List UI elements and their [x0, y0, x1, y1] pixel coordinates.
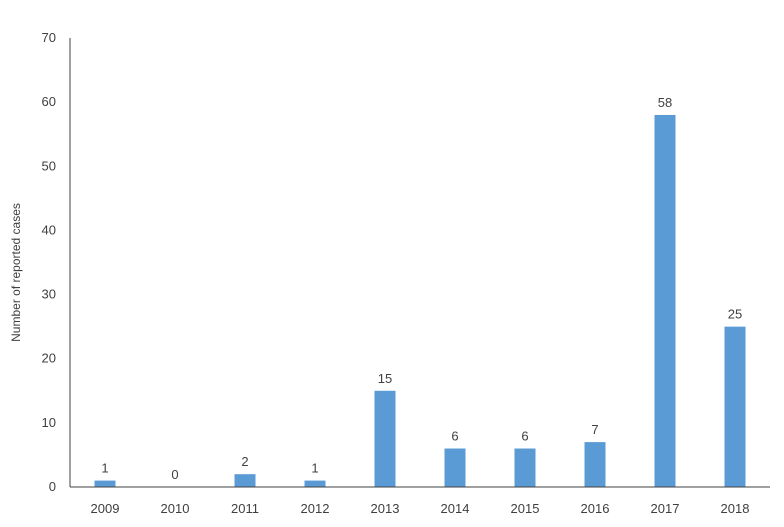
data-label-2017: 58: [658, 95, 672, 110]
bar-2015: [514, 448, 536, 487]
bar-2014: [444, 448, 466, 487]
data-label-2011: 2: [241, 454, 248, 469]
data-label-2018: 25: [728, 307, 742, 322]
x-tick-label-2018: 2018: [721, 501, 750, 516]
data-label-2013: 15: [378, 371, 392, 386]
data-label-2012: 1: [311, 461, 318, 476]
x-tick-label-2016: 2016: [581, 501, 610, 516]
bar-2017: [654, 114, 676, 487]
bar-2012: [304, 480, 326, 487]
x-tick-label-2013: 2013: [371, 501, 400, 516]
x-tick-label-2010: 2010: [161, 501, 190, 516]
y-tick-label: 20: [42, 351, 56, 366]
y-axis-title: Number of reported cases: [9, 203, 23, 342]
data-label-2009: 1: [101, 461, 108, 476]
bars-group: [94, 114, 746, 487]
y-tick-label: 0: [49, 479, 56, 494]
y-tick-label: 10: [42, 415, 56, 430]
x-tick-label-2015: 2015: [511, 501, 540, 516]
data-labels-group: 1 0 2 1 15 6 6 7 58 25: [101, 95, 742, 482]
y-tick-label: 70: [42, 30, 56, 45]
bar-2009: [94, 480, 116, 487]
x-axis-ticks: 2009 2010 2011 2012 2013 2014 2015 2016 2017 2018: [91, 501, 750, 516]
data-label-2016: 7: [591, 422, 598, 437]
y-tick-label: 30: [42, 287, 56, 302]
bar-2016: [584, 442, 606, 487]
data-label-2014: 6: [451, 429, 458, 444]
data-label-2010: 0: [171, 467, 178, 482]
x-tick-label-2011: 2011: [231, 501, 259, 516]
x-tick-label-2012: 2012: [301, 501, 330, 516]
bar-2013: [374, 390, 396, 487]
y-tick-label: 60: [42, 94, 56, 109]
y-axis-ticks: 0 10 20 30 40 50 60 70: [42, 30, 56, 494]
y-tick-label: 40: [42, 222, 56, 237]
x-tick-label-2009: 2009: [91, 501, 120, 516]
bar-2011: [234, 474, 256, 487]
x-tick-label-2017: 2017: [651, 501, 680, 516]
bar-2018: [724, 326, 746, 487]
data-label-2015: 6: [521, 429, 528, 444]
x-tick-label-2014: 2014: [441, 501, 470, 516]
y-tick-label: 50: [42, 158, 56, 173]
